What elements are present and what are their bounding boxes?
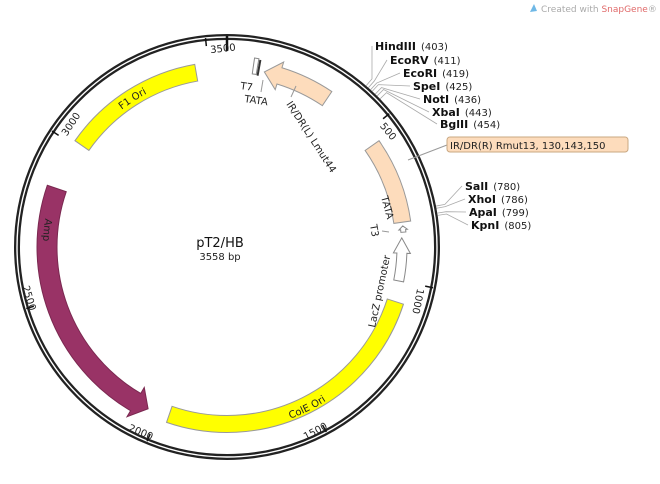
tata-marker [256, 59, 262, 76]
site-name: KpnI [471, 219, 499, 232]
site-position: (454) [473, 120, 500, 131]
site-name: HindIII [375, 40, 416, 53]
site-name: XhoI [468, 193, 496, 206]
svg-text:Created with SnapGene®: Created with SnapGene® [541, 5, 657, 15]
tick-mark [382, 113, 390, 120]
feature-f1-ori [74, 63, 199, 152]
snapgene-logo-icon [530, 4, 537, 12]
site-leader [437, 211, 467, 214]
tick-mark [321, 424, 327, 433]
label-leader [381, 230, 390, 233]
site-position: (411) [434, 56, 461, 67]
site-label-hindiii: HindIII (403) [375, 40, 448, 53]
feature-t7 [251, 57, 260, 76]
site-name: EcoRI [403, 67, 437, 80]
site-position: (436) [454, 95, 481, 106]
site-leader [374, 87, 421, 100]
site-label-kpni: KpnI (805) [471, 219, 531, 232]
tick-mark [204, 38, 208, 47]
feature-ir-dr-l-lmut44 [263, 61, 333, 107]
site-position: (780) [493, 182, 520, 193]
feature-lacz-promoter [392, 236, 412, 283]
tick-mark [51, 130, 60, 137]
watermark-suffix: ® [648, 5, 657, 15]
tata-label: TATA [243, 94, 269, 108]
feature-label-box [446, 136, 629, 153]
feature-ir-dr-r-rmut13-130-143-150 [364, 140, 412, 224]
site-label-xbai: XbaI (443) [432, 106, 492, 119]
tick-label: 1000 [409, 288, 425, 315]
feature-label-ir-dr-r-rmut13-130-143-150: IR/DR(R) Rmut13, 130,143,150 [450, 141, 606, 152]
site-leader [435, 185, 463, 207]
watermark: Created with SnapGene® [530, 4, 657, 15]
plasmid-length: 3558 bp [199, 252, 240, 263]
site-name: ApaI [469, 206, 497, 219]
tick-label: 3500 [210, 43, 236, 57]
site-label-sali: SalI (780) [465, 180, 520, 193]
site-position: (425) [445, 82, 472, 93]
restriction-sites: HindIII (403)EcoRV (411)EcoRI (419)SpeI (425… [365, 40, 531, 232]
site-label-noti: NotI (436) [423, 93, 481, 106]
plasmid-name: pT2/HB [196, 236, 244, 251]
site-position: (403) [421, 42, 448, 53]
watermark-brand: SnapGene [601, 5, 648, 15]
site-name: SpeI [413, 80, 440, 93]
site-name: EcoRV [390, 54, 429, 67]
site-name: NotI [423, 93, 449, 106]
feature-t3 [397, 225, 409, 233]
site-position: (805) [504, 221, 531, 232]
site-leader [370, 72, 401, 90]
tick-mark [26, 305, 35, 310]
tick-mark [425, 285, 434, 289]
label-leader [290, 85, 297, 98]
site-label-bglii: BglII (454) [440, 118, 500, 131]
site-label-ecorv: EcoRV (411) [390, 54, 461, 67]
feature-label-text: Amp [40, 218, 53, 242]
site-name: SalI [465, 180, 488, 193]
site-leader [376, 89, 430, 113]
site-position: (799) [502, 208, 529, 219]
site-leader [371, 84, 411, 92]
feature-label-amp: Amp [40, 218, 53, 242]
site-name: XbaI [432, 106, 460, 119]
feature-label-t7: T7 [239, 81, 254, 94]
site-leader [379, 92, 438, 125]
site-position: (419) [442, 69, 469, 80]
label-leader [260, 79, 264, 93]
feature-amp [36, 184, 149, 418]
tick-mark [146, 433, 151, 442]
site-leader [437, 213, 469, 226]
label-leader [407, 144, 448, 161]
feature-label-ir-dr-l-lmut44: IR/DR(L) Lmut44 [283, 100, 337, 175]
site-label-apai: ApaI (799) [469, 206, 529, 219]
site-leader [436, 198, 466, 209]
site-name: BglII [440, 118, 468, 131]
site-leader [368, 59, 388, 88]
site-label-ecori: EcoRI (419) [403, 67, 469, 80]
site-label-spei: SpeI (425) [413, 80, 472, 93]
feature-cole-ori [165, 298, 405, 433]
watermark-prefix: Created with [541, 5, 601, 15]
feature-label-t3: T3 [367, 223, 380, 238]
plasmid-backbone [14, 34, 440, 460]
site-label-xhoi: XhoI (786) [468, 193, 528, 206]
site-position: (786) [501, 195, 528, 206]
site-leader [365, 45, 373, 86]
site-position: (443) [465, 108, 492, 119]
